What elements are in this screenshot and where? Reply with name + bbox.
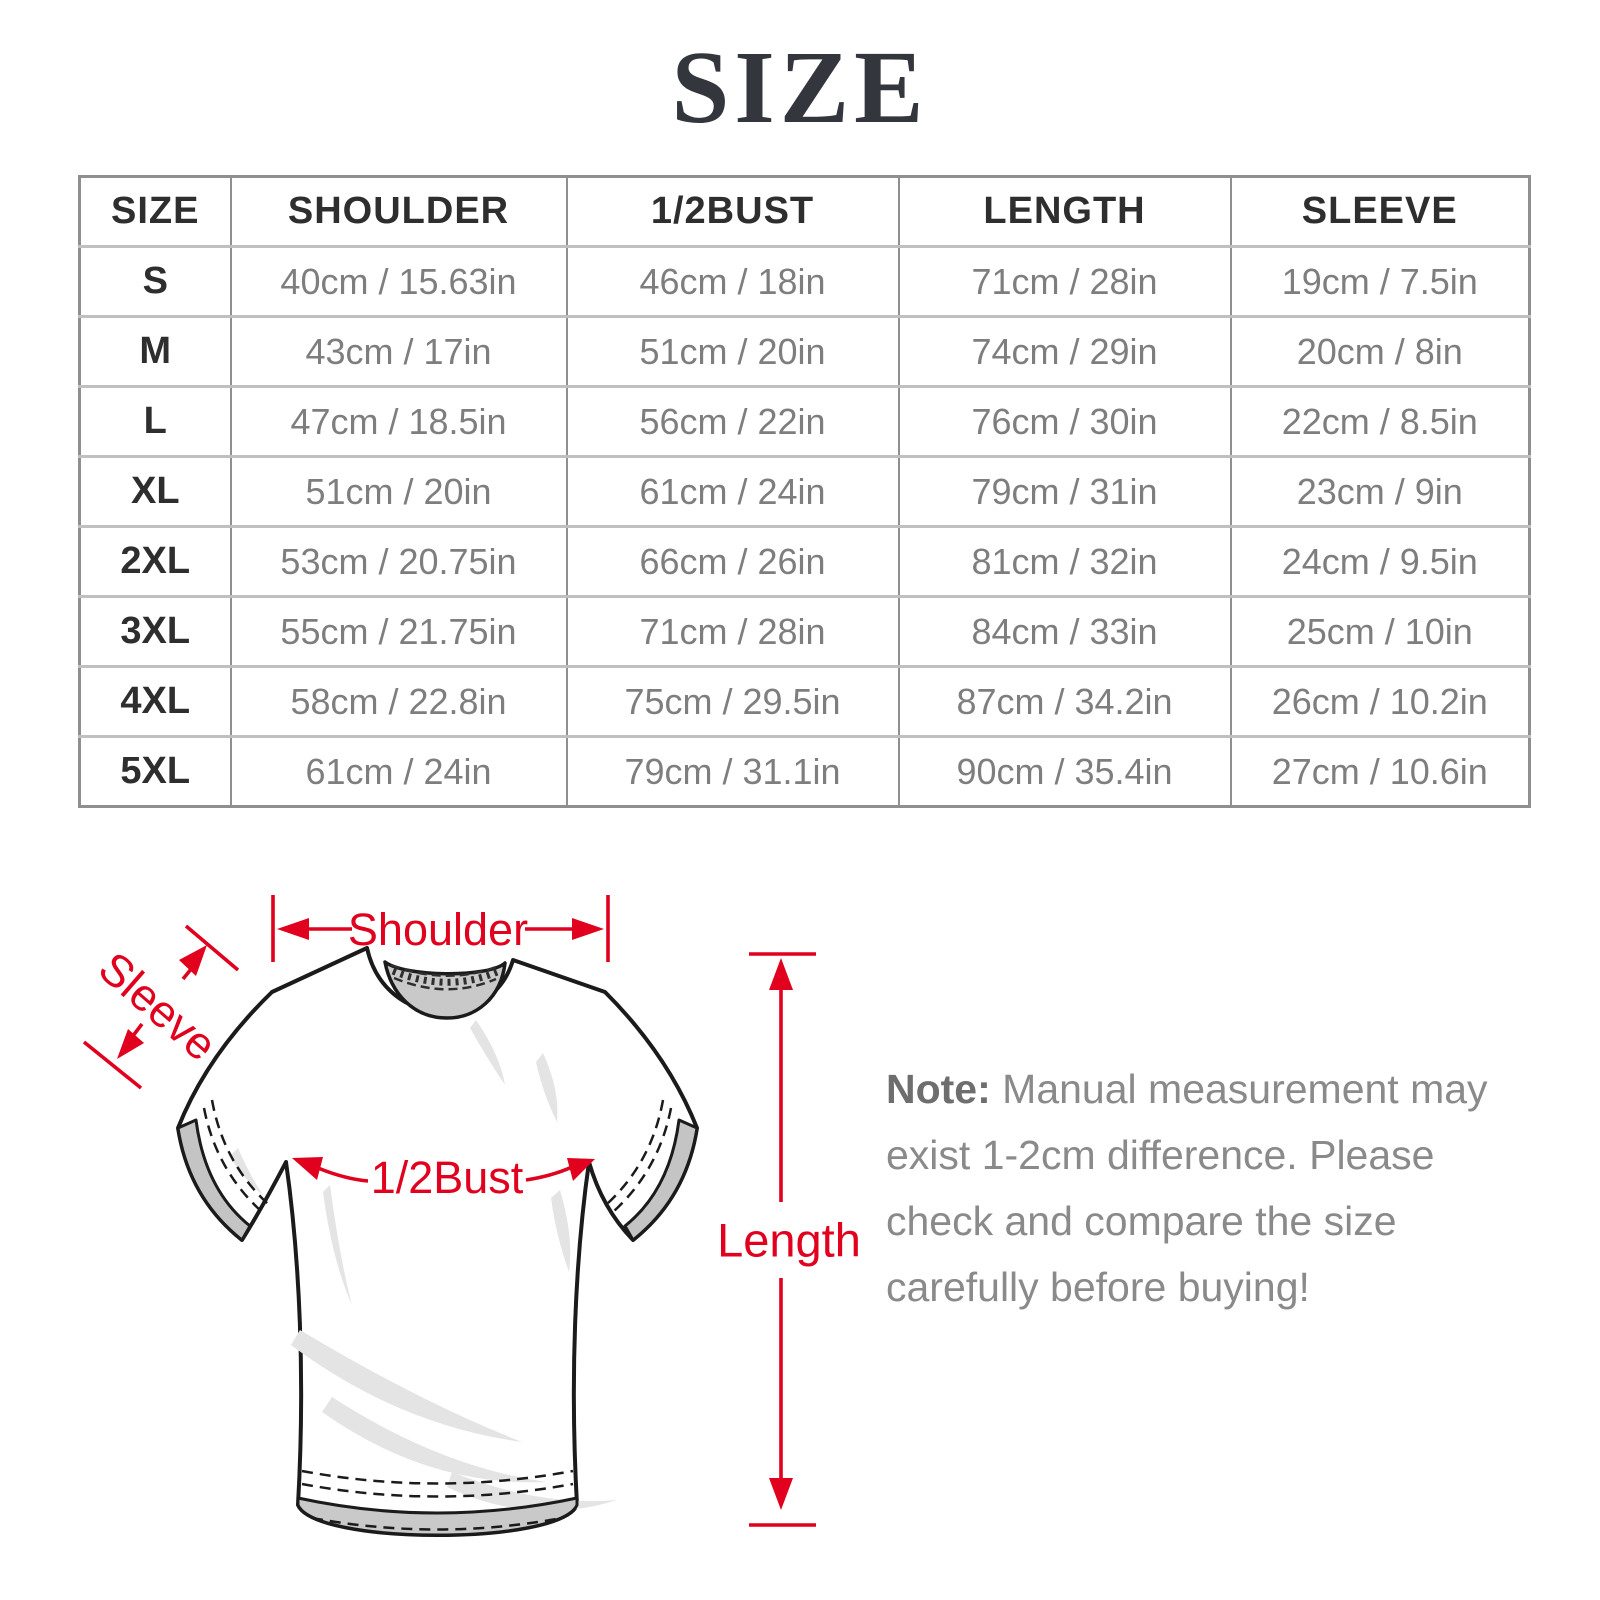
measurement-cell: 90cm / 35.4in (897, 735, 1231, 807)
length-label: Length (717, 1213, 861, 1266)
header-length: LENGTH (897, 176, 1231, 247)
measurement-cell: 56cm / 22in (565, 385, 899, 457)
page-title: SIZE (671, 30, 929, 145)
measurement-cell: 51cm / 20in (229, 455, 567, 527)
measurement-cell: 22cm / 8.5in (1229, 385, 1530, 457)
size-cell: 4XL (79, 665, 231, 737)
size-cell: 5XL (79, 735, 231, 807)
measurement-cell: 87cm / 34.2in (897, 665, 1231, 737)
measurement-cell: 76cm / 30in (897, 385, 1231, 457)
measurement-cell: 20cm / 8in (1229, 315, 1530, 387)
note-line: carefully before buying! (886, 1264, 1310, 1310)
table-row: 2XL 53cm / 20.75in 66cm / 26in 81cm / 32in 2… (79, 525, 1530, 597)
measurement-cell: 66cm / 26in (565, 525, 899, 597)
table-row: M 43cm / 17in 51cm / 20in 74cm / 29in 20cm /… (79, 315, 1530, 387)
note-label: Note: (886, 1066, 991, 1112)
size-cell: 3XL (79, 595, 231, 667)
note-line: exist 1-2cm difference. Please (886, 1132, 1435, 1178)
note-text: Note: Manual measurement may exist 1-2cm… (886, 1056, 1526, 1320)
table-row: 5XL 61cm / 24in 79cm / 31.1in 90cm / 35.4in… (79, 735, 1530, 807)
collar-rib-stitching (390, 963, 500, 991)
measurement-cell: 84cm / 33in (897, 595, 1231, 667)
right-cuff-stitching (606, 1099, 673, 1213)
left-cuff-stitching (202, 1099, 269, 1213)
tshirt-diagram: Shoulder Sleeve 1/2Bust Lengt (82, 895, 861, 1537)
measurement-cell: 27cm / 10.6in (1229, 735, 1530, 807)
size-cell: XL (79, 455, 231, 527)
measurement-cell: 26cm / 10.2in (1229, 665, 1530, 737)
measurement-cell: 74cm / 29in (897, 315, 1231, 387)
bust-label: 1/2Bust (371, 1152, 524, 1203)
size-table-body: S 40cm / 15.63in 46cm / 18in 71cm / 28in 19c… (79, 245, 1530, 807)
measurement-cell: 58cm / 22.8in (229, 665, 567, 737)
collar-inner (383, 960, 507, 1020)
bust-measure: 1/2Bust (292, 1152, 595, 1203)
measurement-cell: 53cm / 20.75in (229, 525, 567, 597)
measurement-cell: 43cm / 17in (229, 315, 567, 387)
measurement-cell: 61cm / 24in (565, 455, 899, 527)
size-cell: M (79, 315, 231, 387)
right-cuff (623, 1118, 699, 1242)
measurement-cell: 51cm / 20in (565, 315, 899, 387)
table-row: XL 51cm / 20in 61cm / 24in 79cm / 31in 23cm … (79, 455, 1530, 527)
shoulder-measure: Shoulder (271, 895, 610, 962)
header-shoulder: SHOULDER (229, 176, 567, 247)
tshirt-body (176, 946, 699, 1537)
table-row: 4XL 58cm / 22.8in 75cm / 29.5in 87cm / 34.2… (79, 665, 1530, 737)
wrinkle-shading (230, 1020, 617, 1511)
measurement-cell: 25cm / 10in (1229, 595, 1530, 667)
measurement-cell: 23cm / 9in (1229, 455, 1530, 527)
table-row: L 47cm / 18.5in 56cm / 22in 76cm / 30in 22cm… (79, 385, 1530, 457)
header-size: SIZE (111, 190, 200, 232)
measurement-cell: 19cm / 7.5in (1229, 245, 1530, 317)
left-cuff (176, 1118, 252, 1242)
measurement-cell: 71cm / 28in (897, 245, 1231, 317)
header-sleeve: SLEEVE (1229, 176, 1530, 247)
size-cell: 2XL (79, 525, 231, 597)
size-table: SIZE SHOULDER 1/2BUST LENGTH SLEEVE S 40c… (78, 175, 1531, 808)
measurement-cell: 75cm / 29.5in (565, 665, 899, 737)
measurement-cell: 47cm / 18.5in (229, 385, 567, 457)
measurement-cell: 40cm / 15.63in (229, 245, 567, 317)
size-cell: S (79, 245, 231, 317)
measurement-cell: 79cm / 31in (897, 455, 1231, 527)
measurement-cell: 46cm / 18in (565, 245, 899, 317)
length-measure: Length (717, 952, 861, 1527)
hem-stitching (301, 1469, 574, 1531)
table-row: S 40cm / 15.63in 46cm / 18in 71cm / 28in 19c… (79, 245, 1530, 317)
measurement-cell: 81cm / 32in (897, 525, 1231, 597)
note-line: check and compare the size (886, 1198, 1397, 1244)
size-cell: L (79, 385, 231, 457)
note-line: Note: Manual measurement may (886, 1066, 1488, 1112)
measurement-cell: 79cm / 31.1in (565, 735, 899, 807)
measurement-cell: 61cm / 24in (229, 735, 567, 807)
header-bust: 1/2BUST (565, 176, 899, 247)
measurement-cell: 55cm / 21.75in (229, 595, 567, 667)
sleeve-label: Sleeve (89, 942, 226, 1071)
table-row: 3XL 55cm / 21.75in 71cm / 28in 84cm / 33in 2… (79, 595, 1530, 667)
table-header-row: SIZE SHOULDER 1/2BUST LENGTH SLEEVE (80, 176, 1530, 247)
measurement-cell: 24cm / 9.5in (1229, 525, 1530, 597)
measurement-cell: 71cm / 28in (565, 595, 899, 667)
shoulder-label: Shoulder (348, 904, 528, 955)
